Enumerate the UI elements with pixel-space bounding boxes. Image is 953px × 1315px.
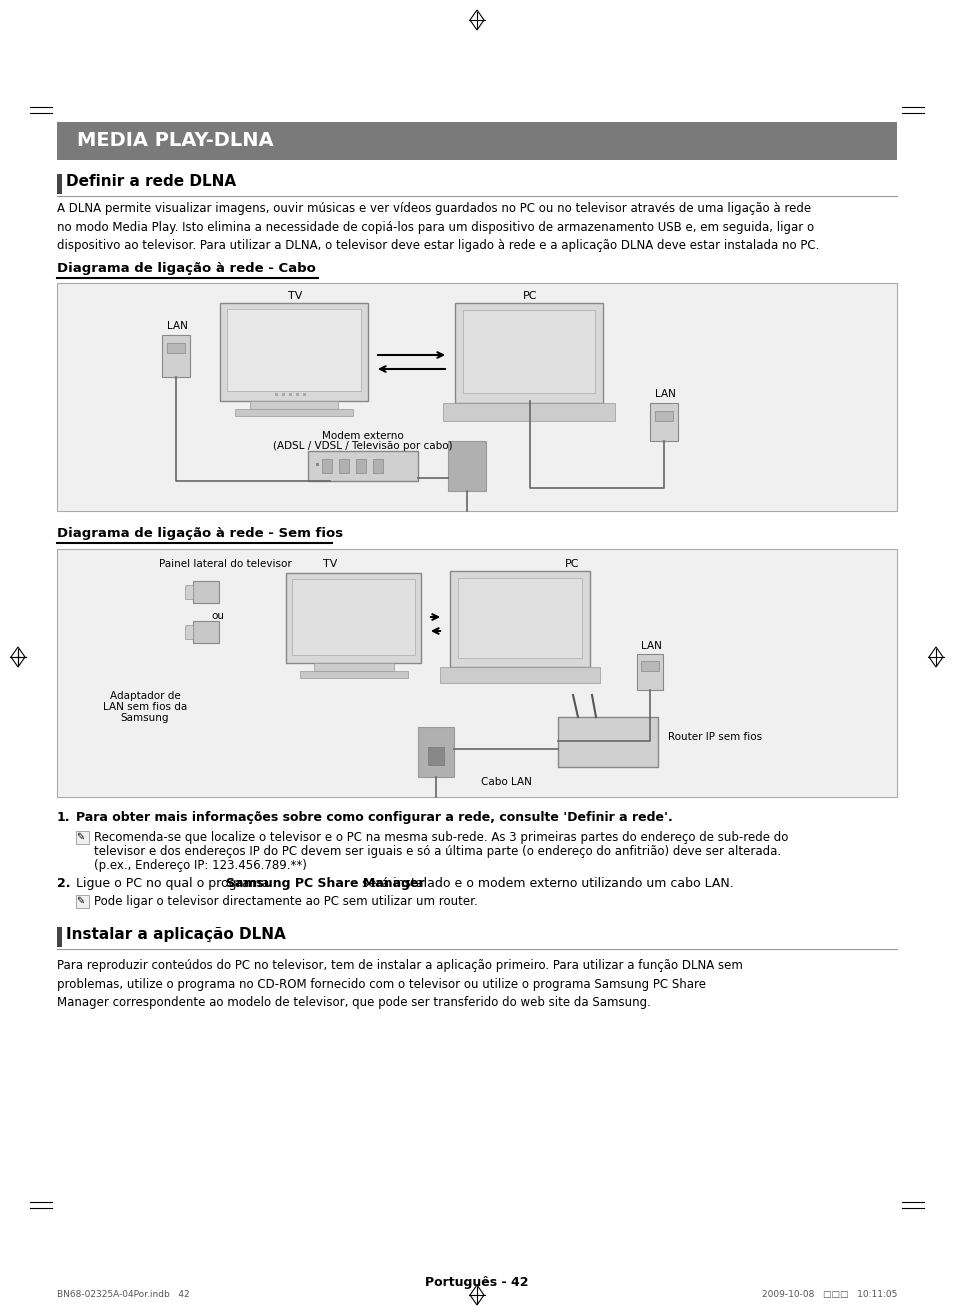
Text: Definir a rede DLNA: Definir a rede DLNA bbox=[66, 174, 236, 189]
Text: (ADSL / VDSL / Televisão por cabo): (ADSL / VDSL / Televisão por cabo) bbox=[273, 441, 453, 451]
Bar bbox=[322, 459, 332, 473]
Text: 2009-10-08   □□□   10:11:05: 2009-10-08 □□□ 10:11:05 bbox=[760, 1290, 896, 1299]
Bar bbox=[295, 393, 298, 396]
Text: Português - 42: Português - 42 bbox=[425, 1276, 528, 1289]
Text: Router IP sem fios: Router IP sem fios bbox=[667, 732, 761, 742]
Bar bbox=[428, 747, 443, 765]
Bar bbox=[76, 896, 89, 907]
Bar bbox=[417, 727, 454, 777]
Bar bbox=[373, 459, 382, 473]
Bar bbox=[289, 393, 292, 396]
Bar bbox=[457, 579, 581, 658]
Bar bbox=[57, 927, 62, 947]
Bar bbox=[314, 663, 394, 671]
Text: LAN: LAN bbox=[639, 640, 660, 651]
Text: 1.: 1. bbox=[57, 811, 71, 825]
Bar bbox=[355, 459, 366, 473]
Text: LAN sem fios da: LAN sem fios da bbox=[103, 702, 187, 711]
Bar bbox=[57, 174, 62, 195]
Text: MEDIA PLAY-DLNA: MEDIA PLAY-DLNA bbox=[77, 130, 274, 150]
Bar bbox=[292, 579, 415, 655]
Text: televisor e dos endereços IP do PC devem ser iguais e só a última parte (o ender: televisor e dos endereços IP do PC devem… bbox=[94, 846, 781, 857]
Text: Para reproduzir conteúdos do PC no televisor, tem de instalar a aplicação primei: Para reproduzir conteúdos do PC no telev… bbox=[57, 959, 742, 1009]
Bar bbox=[57, 548, 896, 797]
Bar bbox=[450, 571, 589, 667]
Bar bbox=[185, 625, 193, 639]
Bar bbox=[57, 283, 896, 512]
Bar bbox=[655, 412, 672, 421]
Text: Diagrama de ligação à rede - Sem fios: Diagrama de ligação à rede - Sem fios bbox=[57, 527, 343, 540]
Text: Recomenda-se que localize o televisor e o PC na mesma sub-rede. As 3 primeiras p: Recomenda-se que localize o televisor e … bbox=[94, 831, 787, 844]
Bar bbox=[234, 409, 353, 416]
Text: Para obter mais informações sobre como configurar a rede, consulte 'Definir a re: Para obter mais informações sobre como c… bbox=[76, 811, 672, 825]
Bar bbox=[462, 310, 595, 393]
Text: PC: PC bbox=[522, 291, 537, 301]
Bar bbox=[250, 401, 337, 409]
Bar bbox=[448, 441, 485, 490]
Text: TV: TV bbox=[288, 291, 302, 301]
Bar bbox=[640, 661, 659, 671]
Bar bbox=[637, 654, 662, 690]
Bar bbox=[227, 309, 360, 391]
Bar bbox=[439, 667, 599, 682]
Text: (p.ex., Endereço IP: 123.456.789.**): (p.ex., Endereço IP: 123.456.789.**) bbox=[94, 859, 307, 872]
Bar bbox=[315, 463, 318, 466]
Bar bbox=[308, 451, 417, 481]
Bar bbox=[286, 573, 420, 663]
Bar bbox=[76, 831, 89, 844]
Text: Diagrama de ligação à rede - Cabo: Diagrama de ligação à rede - Cabo bbox=[57, 262, 315, 275]
Text: Ligue o PC no qual o programa: Ligue o PC no qual o programa bbox=[76, 877, 274, 890]
Text: será instalado e o modem externo utilizando um cabo LAN.: será instalado e o modem externo utiliza… bbox=[357, 877, 733, 890]
Text: Samsung: Samsung bbox=[121, 713, 169, 723]
Bar bbox=[193, 581, 219, 604]
Text: ou: ou bbox=[212, 611, 224, 621]
Bar bbox=[282, 393, 285, 396]
Bar bbox=[299, 671, 408, 679]
Text: BN68-02325A-04Por.indb   42: BN68-02325A-04Por.indb 42 bbox=[57, 1290, 190, 1299]
Text: Adaptador de: Adaptador de bbox=[110, 690, 180, 701]
Bar bbox=[274, 393, 277, 396]
Text: Cabo LAN: Cabo LAN bbox=[480, 777, 531, 786]
Text: A DLNA permite visualizar imagens, ouvir músicas e ver vídeos guardados no PC ou: A DLNA permite visualizar imagens, ouvir… bbox=[57, 203, 819, 252]
Text: ✎: ✎ bbox=[76, 896, 84, 906]
Bar bbox=[558, 717, 658, 767]
Bar bbox=[162, 335, 190, 377]
Bar bbox=[193, 621, 219, 643]
Bar bbox=[57, 122, 896, 160]
Text: Pode ligar o televisor directamente ao PC sem utilizar um router.: Pode ligar o televisor directamente ao P… bbox=[94, 896, 477, 907]
Bar bbox=[455, 302, 602, 402]
Bar bbox=[220, 302, 368, 401]
Text: Instalar a aplicação DLNA: Instalar a aplicação DLNA bbox=[66, 927, 286, 942]
Bar bbox=[442, 402, 615, 421]
Text: Modem externo: Modem externo bbox=[322, 431, 403, 441]
Bar bbox=[303, 393, 306, 396]
Text: TV: TV bbox=[322, 559, 336, 569]
Text: Samsung PC Share Manager: Samsung PC Share Manager bbox=[226, 877, 424, 890]
Text: ✎: ✎ bbox=[76, 832, 84, 842]
Bar bbox=[649, 402, 678, 441]
Bar bbox=[185, 585, 193, 600]
Text: PC: PC bbox=[564, 559, 578, 569]
Text: Painel lateral do televisor: Painel lateral do televisor bbox=[158, 559, 291, 569]
Text: LAN: LAN bbox=[654, 389, 675, 398]
Bar bbox=[338, 459, 349, 473]
Text: LAN: LAN bbox=[167, 321, 187, 331]
Bar bbox=[167, 343, 185, 352]
Text: 2.: 2. bbox=[57, 877, 71, 890]
